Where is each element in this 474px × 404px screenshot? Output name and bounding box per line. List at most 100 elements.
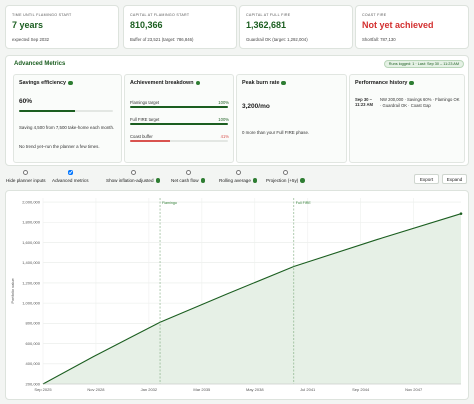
help-icon [195,80,201,86]
item-track [130,140,228,143]
help-icon [300,178,305,183]
card-value: 810,366 [130,20,163,30]
toggle: Net cash flow [171,170,206,183]
checkbox[interactable] [185,170,191,175]
help-icon [68,80,73,86]
x-tick-label: Nov 2028 [87,387,105,392]
metric-title: Achievement breakdown [130,80,201,86]
card-label: CAPITAL AT FULL FIRE [246,13,291,17]
y-tick-label: 1,000,000 [22,301,41,306]
item-bar [130,140,171,143]
help-icon [155,178,160,183]
area [43,213,461,384]
x-tick-label: Mar 2035 [193,387,211,392]
y-tick-label: 600,000 [26,341,41,346]
x-tick-label: Sep 2044 [352,387,370,392]
metric-title: Savings efficiency [19,80,73,86]
toggle: Rolling average [219,170,258,183]
card-note: expected Sep 2032 [12,37,50,42]
toggle-text: Projection (+5y) [266,178,299,183]
button[interactable]: Export [414,174,439,184]
help-icon [200,178,206,183]
metric-value: 60% [19,98,33,105]
line [42,213,462,385]
toggle: Projection (+5y) [266,170,305,183]
card-label: CAPITAL AT FLAMINGO START [130,13,190,17]
card-value: 7 years [12,20,44,30]
y-tick-label: 1,200,000 [22,280,41,285]
card-note: Buffer of 23,521 (target: 786,846) [130,37,194,42]
x-tick-label: Jul 2041 [300,387,316,392]
help-icon [281,80,286,86]
toggle-label: Show inflation-adjusted [106,178,160,183]
y-axis-label: Portfolio value [10,278,15,304]
toggle-text: Advanced metrics [52,178,89,183]
toggle-text: Show inflation-adjusted [106,178,154,183]
item-name: Flamingo target [130,100,160,105]
y-tick-label: 2,000,000 [22,199,41,204]
card-note: Guardrail OK (target: 1,292,004) [246,37,308,42]
progress-bar [19,110,76,113]
y-tick-label: 400,000 [26,361,41,366]
metric-card: Performance history Sep 30 – 11:23 AM NW 2… [349,74,465,163]
y-tick-label: 1,600,000 [22,240,41,245]
checkbox[interactable] [282,170,288,175]
card-value: Not yet achieved [362,20,434,30]
x-tick-label: Jan 2032 [141,387,158,392]
checkbox[interactable] [235,170,241,175]
card-label: COAST FIRE [362,13,387,17]
item-value: 100% [218,100,229,105]
metric-title: Performance history [355,80,414,86]
metric-card: Savings efficiency 60% Saving 4,500 from 7… [13,74,122,163]
metric-detail: Saving 4,500 from 7,500 take-home each m… [19,125,115,130]
x-tick-label: May 2038 [246,387,264,392]
toggle: Hide planner inputs [6,170,46,183]
item-name: Full FIRE target [130,117,160,122]
metric-title-text: Savings efficiency [19,80,67,86]
help-icon [252,178,258,183]
annotation-label: Flamingo [162,201,177,205]
checkbox[interactable] [130,170,136,175]
item-track [130,106,228,109]
summary-card: CAPITAL AT FULL FIRE 1,362,681 Guardrail O… [239,5,353,49]
history-time: Sep 30 – 11:23 AM [355,97,373,107]
metric-card: Peak burn rate 3,200/mo 0 more than your F… [236,74,347,163]
progress-track [19,110,113,113]
toggle-label: Hide planner inputs [6,178,46,183]
checkbox[interactable] [67,170,73,175]
chart-card: 200,000 400,000 600,000 800,000 1,000,000 1,2… [5,190,469,400]
runs-badge: Runs logged: 1 · Last: Sep 30 – 11:23 AM [383,60,464,68]
item-name: Coast buffer [130,134,153,139]
y-tick-label: 1,400,000 [22,260,41,265]
toggle-text: Net cash flow [171,178,199,183]
toggle: Advanced metrics [52,170,89,183]
toggle-label: Projection (+5y) [266,178,305,183]
metric-title-text: Performance history [355,80,408,86]
chart: 200,000 400,000 600,000 800,000 1,000,000 1,2… [10,198,463,392]
y-tick-label: 200,000 [26,381,41,386]
help-icon [409,80,414,86]
button[interactable]: Expand [442,174,467,184]
summary-card: TIME UNTIL FLAMINGO START 7 years expected… [5,5,119,49]
item-bar [130,123,228,126]
metric-value: 3,200/mo [242,103,270,110]
toggle-label: Advanced metrics [52,178,89,183]
metric-title-text: Achievement breakdown [130,80,194,86]
item-value: 100% [218,117,229,122]
summary-card: CAPITAL AT FLAMINGO START 810,366 Buffer o… [123,5,237,49]
toggle-text: Rolling average [219,178,251,183]
toggle-text: Hide planner inputs [6,178,46,183]
summary-card: COAST FIRE Not yet achieved Shortfall: 787… [355,5,469,49]
y-tick-label: 800,000 [26,321,41,326]
panel-title: Advanced Metrics [14,61,66,67]
item-track [130,123,228,126]
checkbox[interactable] [23,170,29,175]
y-tick-label: 1,800,000 [22,220,41,225]
history-summary: NW 200,000 · Savings 60% · Flamingo OK ·… [380,97,460,108]
metric-title: Peak burn rate [242,80,286,86]
toggle-label: Rolling average [219,178,258,183]
toggle: Show inflation-adjusted [106,170,160,183]
item-bar [130,106,228,109]
card-label: TIME UNTIL FLAMINGO START [12,13,72,17]
